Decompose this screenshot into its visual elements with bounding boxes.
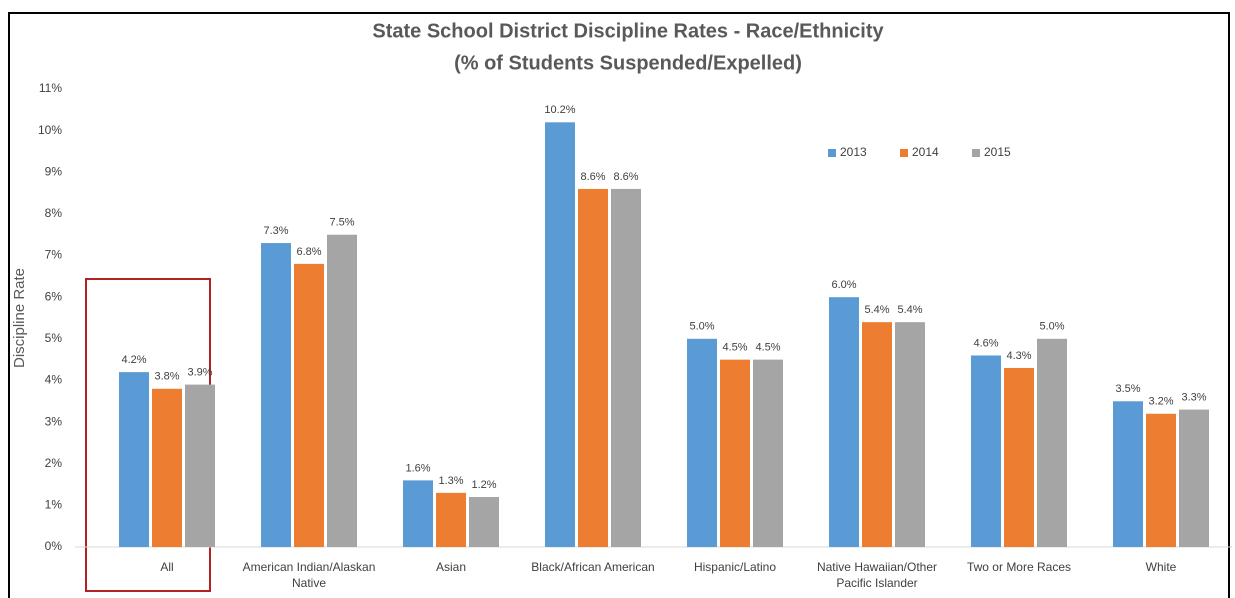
bar [469, 497, 499, 547]
chart-title: State School District Discipline Rates -… [372, 20, 884, 42]
y-axis-label: Discipline Rate [11, 268, 28, 368]
x-tick-label: Native Hawaiian/Other Pacific Islander [816, 560, 938, 590]
y-tick-label: 6% [45, 289, 63, 303]
bar [578, 188, 608, 547]
y-tick-label: 5% [45, 331, 63, 345]
y-tick-label: 8% [45, 206, 63, 220]
bar [327, 234, 357, 547]
bar [971, 355, 1001, 547]
value-label: 3.9% [187, 367, 212, 379]
legend-label: 2014 [912, 145, 939, 159]
value-label: 6.8% [296, 246, 321, 258]
value-label: 4.5% [722, 342, 747, 354]
value-label: 1.6% [405, 462, 430, 474]
y-tick-label: 7% [45, 248, 63, 262]
value-label: 7.5% [329, 217, 354, 229]
y-tick-label: 3% [45, 414, 63, 428]
bar [1146, 413, 1176, 547]
legend-swatch [828, 149, 836, 157]
value-label: 3.5% [1115, 383, 1140, 395]
bar [753, 359, 783, 547]
bar [152, 388, 182, 547]
bar [436, 492, 466, 547]
value-label: 1.2% [471, 479, 496, 491]
value-label: 1.3% [438, 475, 463, 487]
value-label: 8.6% [580, 171, 605, 183]
value-label: 4.3% [1006, 350, 1031, 362]
y-tick-label: 2% [45, 456, 63, 470]
value-label: 5.0% [689, 321, 714, 333]
bar [1037, 338, 1067, 547]
bar [895, 322, 925, 547]
bar [1113, 401, 1143, 547]
y-tick-label: 10% [38, 123, 62, 137]
bar [119, 372, 149, 547]
value-label: 3.2% [1148, 396, 1173, 408]
x-tick-label: Two or More Races [966, 560, 1072, 574]
bar [611, 188, 641, 547]
bar [1179, 409, 1209, 547]
value-label: 6.0% [831, 279, 856, 291]
bar [294, 263, 324, 547]
bar [687, 338, 717, 547]
y-tick-label: 11% [39, 81, 62, 95]
x-tick-label: American Indian/Alaskan Native [242, 560, 376, 590]
x-tick-label: White [1145, 560, 1177, 574]
legend-label: 2013 [840, 145, 867, 159]
x-tick-label: All [160, 560, 174, 574]
value-label: 4.6% [973, 337, 998, 349]
x-tick-label: Hispanic/Latino [693, 560, 777, 574]
bar [261, 243, 291, 547]
bar [1004, 367, 1034, 547]
value-label: 5.4% [864, 304, 889, 316]
value-label: 10.2% [544, 104, 575, 116]
x-tick-label: Asian [435, 560, 467, 574]
chart-subtitle: (% of Students Suspended/Expelled) [454, 52, 802, 74]
y-tick-label: 4% [45, 373, 63, 387]
bar [545, 122, 575, 548]
value-label: 3.3% [1181, 392, 1206, 404]
value-label: 7.3% [263, 225, 288, 237]
value-label: 4.2% [121, 354, 146, 366]
y-tick-label: 0% [45, 539, 63, 553]
legend-swatch [972, 149, 980, 157]
legend-label: 2015 [984, 145, 1011, 159]
x-tick-label: Black/African American [531, 560, 655, 574]
legend-swatch [900, 149, 908, 157]
bar [829, 297, 859, 547]
value-label: 4.5% [755, 342, 780, 354]
bar [862, 322, 892, 547]
bar [403, 480, 433, 547]
bar [720, 359, 750, 547]
y-tick-label: 1% [45, 498, 63, 512]
value-label: 5.4% [897, 304, 922, 316]
value-label: 8.6% [613, 171, 638, 183]
value-label: 5.0% [1039, 321, 1064, 333]
bar [185, 384, 215, 547]
chart-frame [8, 12, 1230, 598]
y-tick-label: 9% [45, 164, 63, 178]
value-label: 3.8% [154, 371, 179, 383]
